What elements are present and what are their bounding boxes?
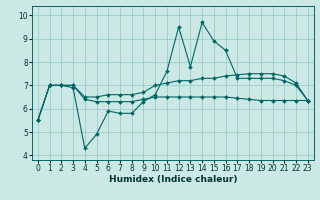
X-axis label: Humidex (Indice chaleur): Humidex (Indice chaleur) [108, 175, 237, 184]
